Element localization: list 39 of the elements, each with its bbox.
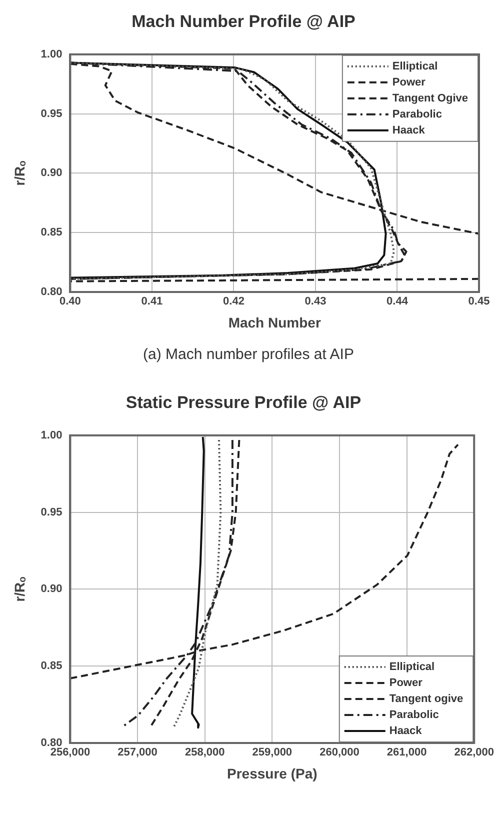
x-tick-label: 256,000 [50,746,90,759]
legend-label: Tangent Ogive [392,92,468,104]
x-tick-label: 258,000 [184,746,225,759]
x-tick-label: 257,000 [118,746,158,759]
x-tick-label: 0.40 [60,296,81,308]
x-tick-label: 260,000 [320,746,360,759]
y-tick-label: 0.90 [40,167,62,180]
y-tick-label: 0.95 [40,506,62,518]
x-tick-label: 0.45 [468,296,490,308]
legend-label: Elliptical [389,661,435,674]
y-axis-title: r/Rₒ [11,576,28,602]
x-tick-label: 262,000 [454,746,494,759]
legend-label: Tangent ogive [389,693,464,706]
y-tick-label: 1.00 [40,429,62,442]
x-tick-label: 259,000 [252,746,292,759]
legend-label: Haack [389,725,423,738]
chart-title: Mach Number Profile @ AIP [132,12,356,31]
x-tick-label: 0.42 [223,296,244,308]
legend-label: Parabolic [389,709,439,722]
x-tick-label: 0.44 [386,296,409,308]
legend-label: Parabolic [392,108,442,120]
chart-title: Static Pressure Profile @ AIP [126,392,362,412]
y-tick-label: 0.95 [40,108,62,120]
y-axis-title: r/Rₒ [11,160,28,186]
x-axis-title: Pressure (Pa) [227,765,318,782]
legend-label: Power [389,677,424,690]
legend-label: Elliptical [392,60,438,72]
x-tick-label: 261,000 [386,746,427,759]
y-tick-label: 1.00 [40,48,62,60]
legend-label: Power [392,76,426,88]
text: (a) Mach number profiles at AIP [142,345,355,365]
y-tick-label: 0.85 [40,660,62,672]
x-tick-label: 0.43 [304,296,326,308]
y-tick-label: 0.80 [40,286,62,298]
x-tick-label: 0.41 [141,296,163,308]
y-tick-label: 0.90 [40,583,62,596]
legend-label: Haack [392,124,426,136]
y-tick-label: 0.85 [40,226,62,239]
x-axis-title: Mach Number [228,314,322,330]
